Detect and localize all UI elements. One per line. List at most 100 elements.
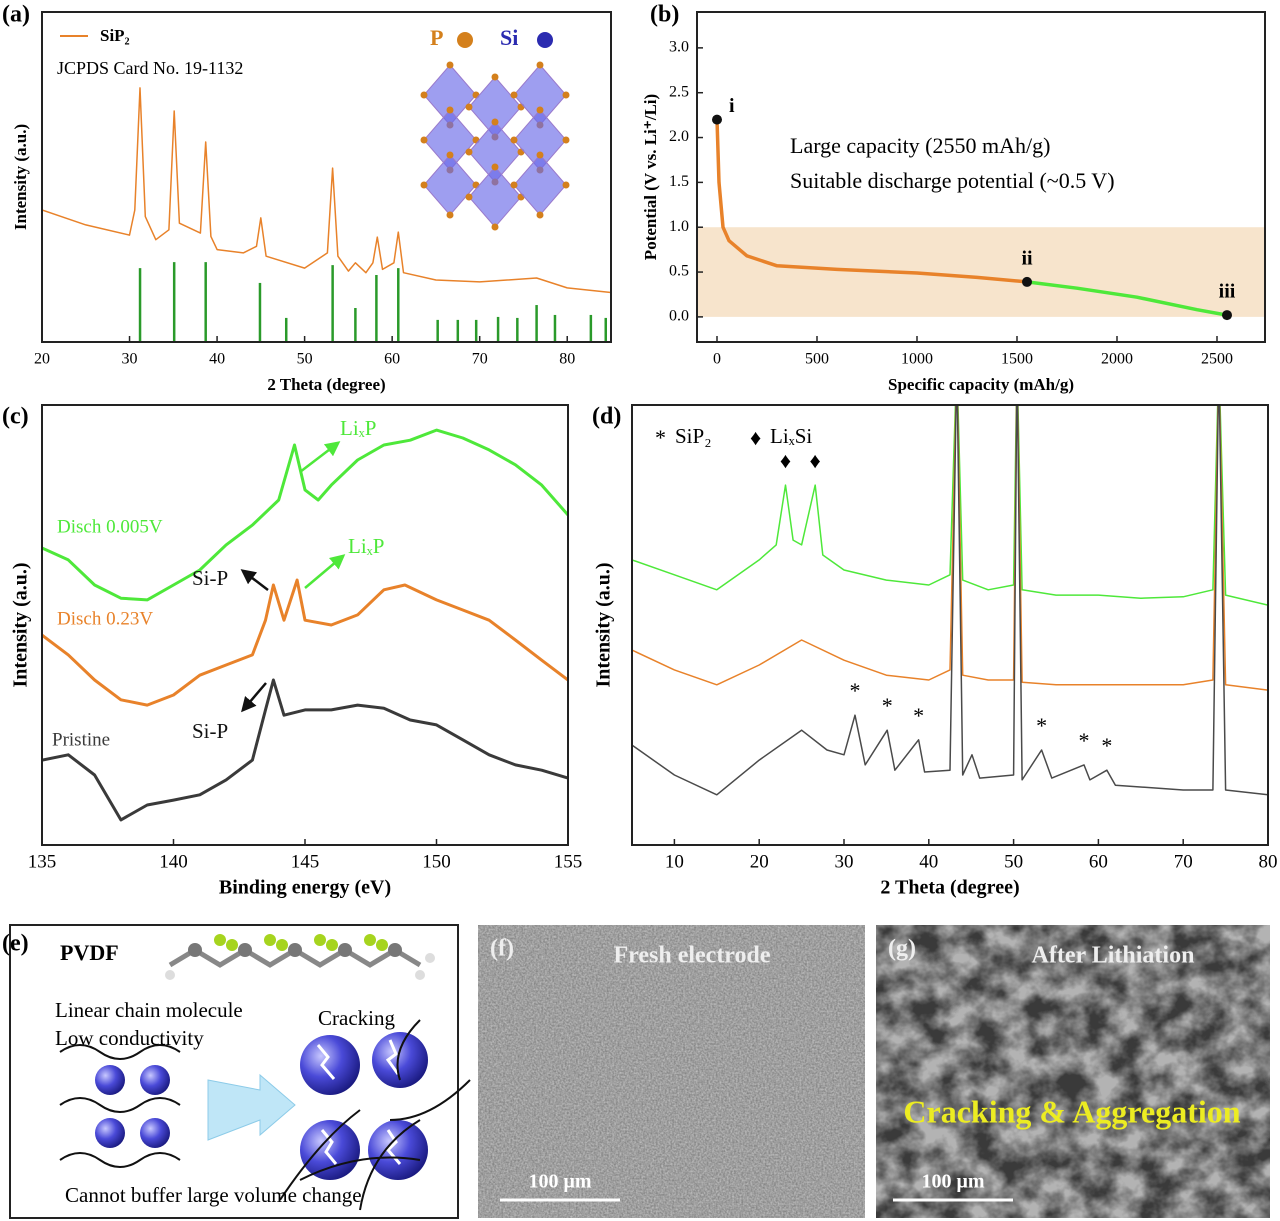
image-title: After Lithiation xyxy=(1032,943,1195,969)
plot xyxy=(42,428,568,822)
annotation: Suitable discharge potential (~0.5 V) xyxy=(790,168,1115,193)
series-line xyxy=(42,578,568,707)
p-atom xyxy=(562,181,570,189)
x-tick-label: 20 xyxy=(34,351,50,368)
point-marker xyxy=(712,114,722,125)
series-line xyxy=(715,119,1028,284)
p-atom xyxy=(510,181,518,189)
structure-legend-atom xyxy=(457,32,473,48)
x-tick-label: 10 xyxy=(665,851,684,872)
cracked-particles xyxy=(279,1019,471,1211)
panel-label: (c) xyxy=(2,404,29,430)
y-axis-title: Intensity (a.u.) xyxy=(11,124,30,230)
series-label: Disch 0.005V xyxy=(57,516,163,537)
x-tick-label: 500 xyxy=(805,351,829,368)
pvdf-title: PVDF xyxy=(60,940,119,965)
y-axis-title: Potential (V vs. Li⁺/Li) xyxy=(641,94,660,260)
p-atom xyxy=(420,136,428,144)
octahedron xyxy=(513,154,567,216)
x-tick-label: 70 xyxy=(472,351,488,368)
y-axis-title: Intensity (a.u.) xyxy=(10,562,32,687)
annotation-arrow xyxy=(240,569,269,591)
structure-legend-label: Si xyxy=(500,25,518,50)
x-tick-label: 140 xyxy=(159,851,188,872)
panel-label: (g) xyxy=(888,936,916,962)
series-label: Disch 0.23V xyxy=(57,608,153,629)
annotation: Si-P xyxy=(192,566,228,590)
pvdf-caption: Cannot buffer large volume change xyxy=(65,1183,362,1207)
x-tick-label: 60 xyxy=(1089,851,1108,872)
x-tick-label: 135 xyxy=(28,851,57,872)
p-atom xyxy=(491,118,499,126)
plot-frame xyxy=(41,11,612,343)
plot xyxy=(632,405,1268,796)
p-atom xyxy=(562,91,570,99)
x-tick-label: 40 xyxy=(919,851,938,872)
legend-label: LiₓSi xyxy=(770,424,812,448)
series-label: Pristine xyxy=(52,729,110,750)
crystal-structure xyxy=(420,61,570,231)
y-tick-label: 3.0 xyxy=(669,39,689,56)
p-atom xyxy=(446,106,454,114)
image-title: Fresh electrode xyxy=(613,943,770,969)
panel-label: (a) xyxy=(2,2,30,28)
x-tick-label: 50 xyxy=(297,351,313,368)
point-label: ii xyxy=(1021,248,1033,270)
point-marker xyxy=(1022,276,1032,287)
x-tick-label: 70 xyxy=(1174,851,1193,872)
x-tick-label: 1000 xyxy=(901,351,933,368)
x-tick-label: 80 xyxy=(1259,851,1278,872)
y-tick-label: 1.0 xyxy=(669,218,689,235)
annotation-arrow xyxy=(299,441,341,473)
reference-label: JCPDS Card No. 19-1132 xyxy=(57,58,243,78)
y-tick-label: 1.5 xyxy=(669,173,689,190)
x-tick-label: 30 xyxy=(122,351,138,368)
y-axis-title: Intensity (a.u.) xyxy=(593,562,615,687)
octahedron xyxy=(468,166,522,228)
scale-label: 100 μm xyxy=(529,1171,592,1193)
plot xyxy=(42,87,611,342)
p-atom xyxy=(465,103,473,111)
x-tick-label: 2000 xyxy=(1101,351,1133,368)
p-atom xyxy=(465,193,473,201)
peak-marker: * xyxy=(850,678,861,703)
linear-binder-sketch xyxy=(59,1044,181,1168)
annotation: Si-P xyxy=(192,719,228,743)
legend-symbol: ♦ xyxy=(750,425,761,450)
arrow xyxy=(207,1073,296,1141)
panel-label: (d) xyxy=(592,404,621,430)
x-axis-title: Specific capacity (mAh/g) xyxy=(888,375,1074,394)
panel-label: (f) xyxy=(490,936,514,962)
panel-frame xyxy=(9,924,459,1219)
x-axis-title: 2 Theta (degree) xyxy=(880,877,1019,899)
p-atom xyxy=(536,61,544,69)
p-atom xyxy=(491,223,499,231)
peak-marker: * xyxy=(1078,728,1089,753)
annotation-arrow xyxy=(304,554,346,589)
point-marker xyxy=(1222,310,1232,321)
legend-label: SiP₂ xyxy=(675,424,712,448)
point-label: iii xyxy=(1219,281,1236,303)
plot-frame xyxy=(696,11,1266,343)
x-tick-label: 30 xyxy=(835,851,854,872)
y-tick-label: 0.0 xyxy=(669,308,689,325)
panel-f xyxy=(478,925,865,1218)
pvdf-molecule xyxy=(165,934,435,980)
annotation: LiₓP xyxy=(348,534,384,558)
series-line xyxy=(42,87,611,294)
legend-symbol: * xyxy=(655,425,666,450)
annotation-arrow xyxy=(241,682,267,713)
p-atom xyxy=(491,163,499,171)
peak-marker: * xyxy=(913,703,924,728)
x-tick-label: 1500 xyxy=(1001,351,1033,368)
structure-legend-label: P xyxy=(430,25,443,50)
y-tick-label: 2.5 xyxy=(669,83,689,100)
peak-marker: ♦ xyxy=(810,448,821,473)
p-atom xyxy=(510,91,518,99)
x-axis-title: 2 Theta (degree) xyxy=(267,375,385,394)
y-tick-label: 2.0 xyxy=(669,128,689,145)
x-tick-label: 155 xyxy=(554,851,583,872)
annotation: LiₓP xyxy=(340,416,376,440)
scale-label: 100 μm xyxy=(922,1171,985,1193)
panel-e xyxy=(9,924,471,1219)
